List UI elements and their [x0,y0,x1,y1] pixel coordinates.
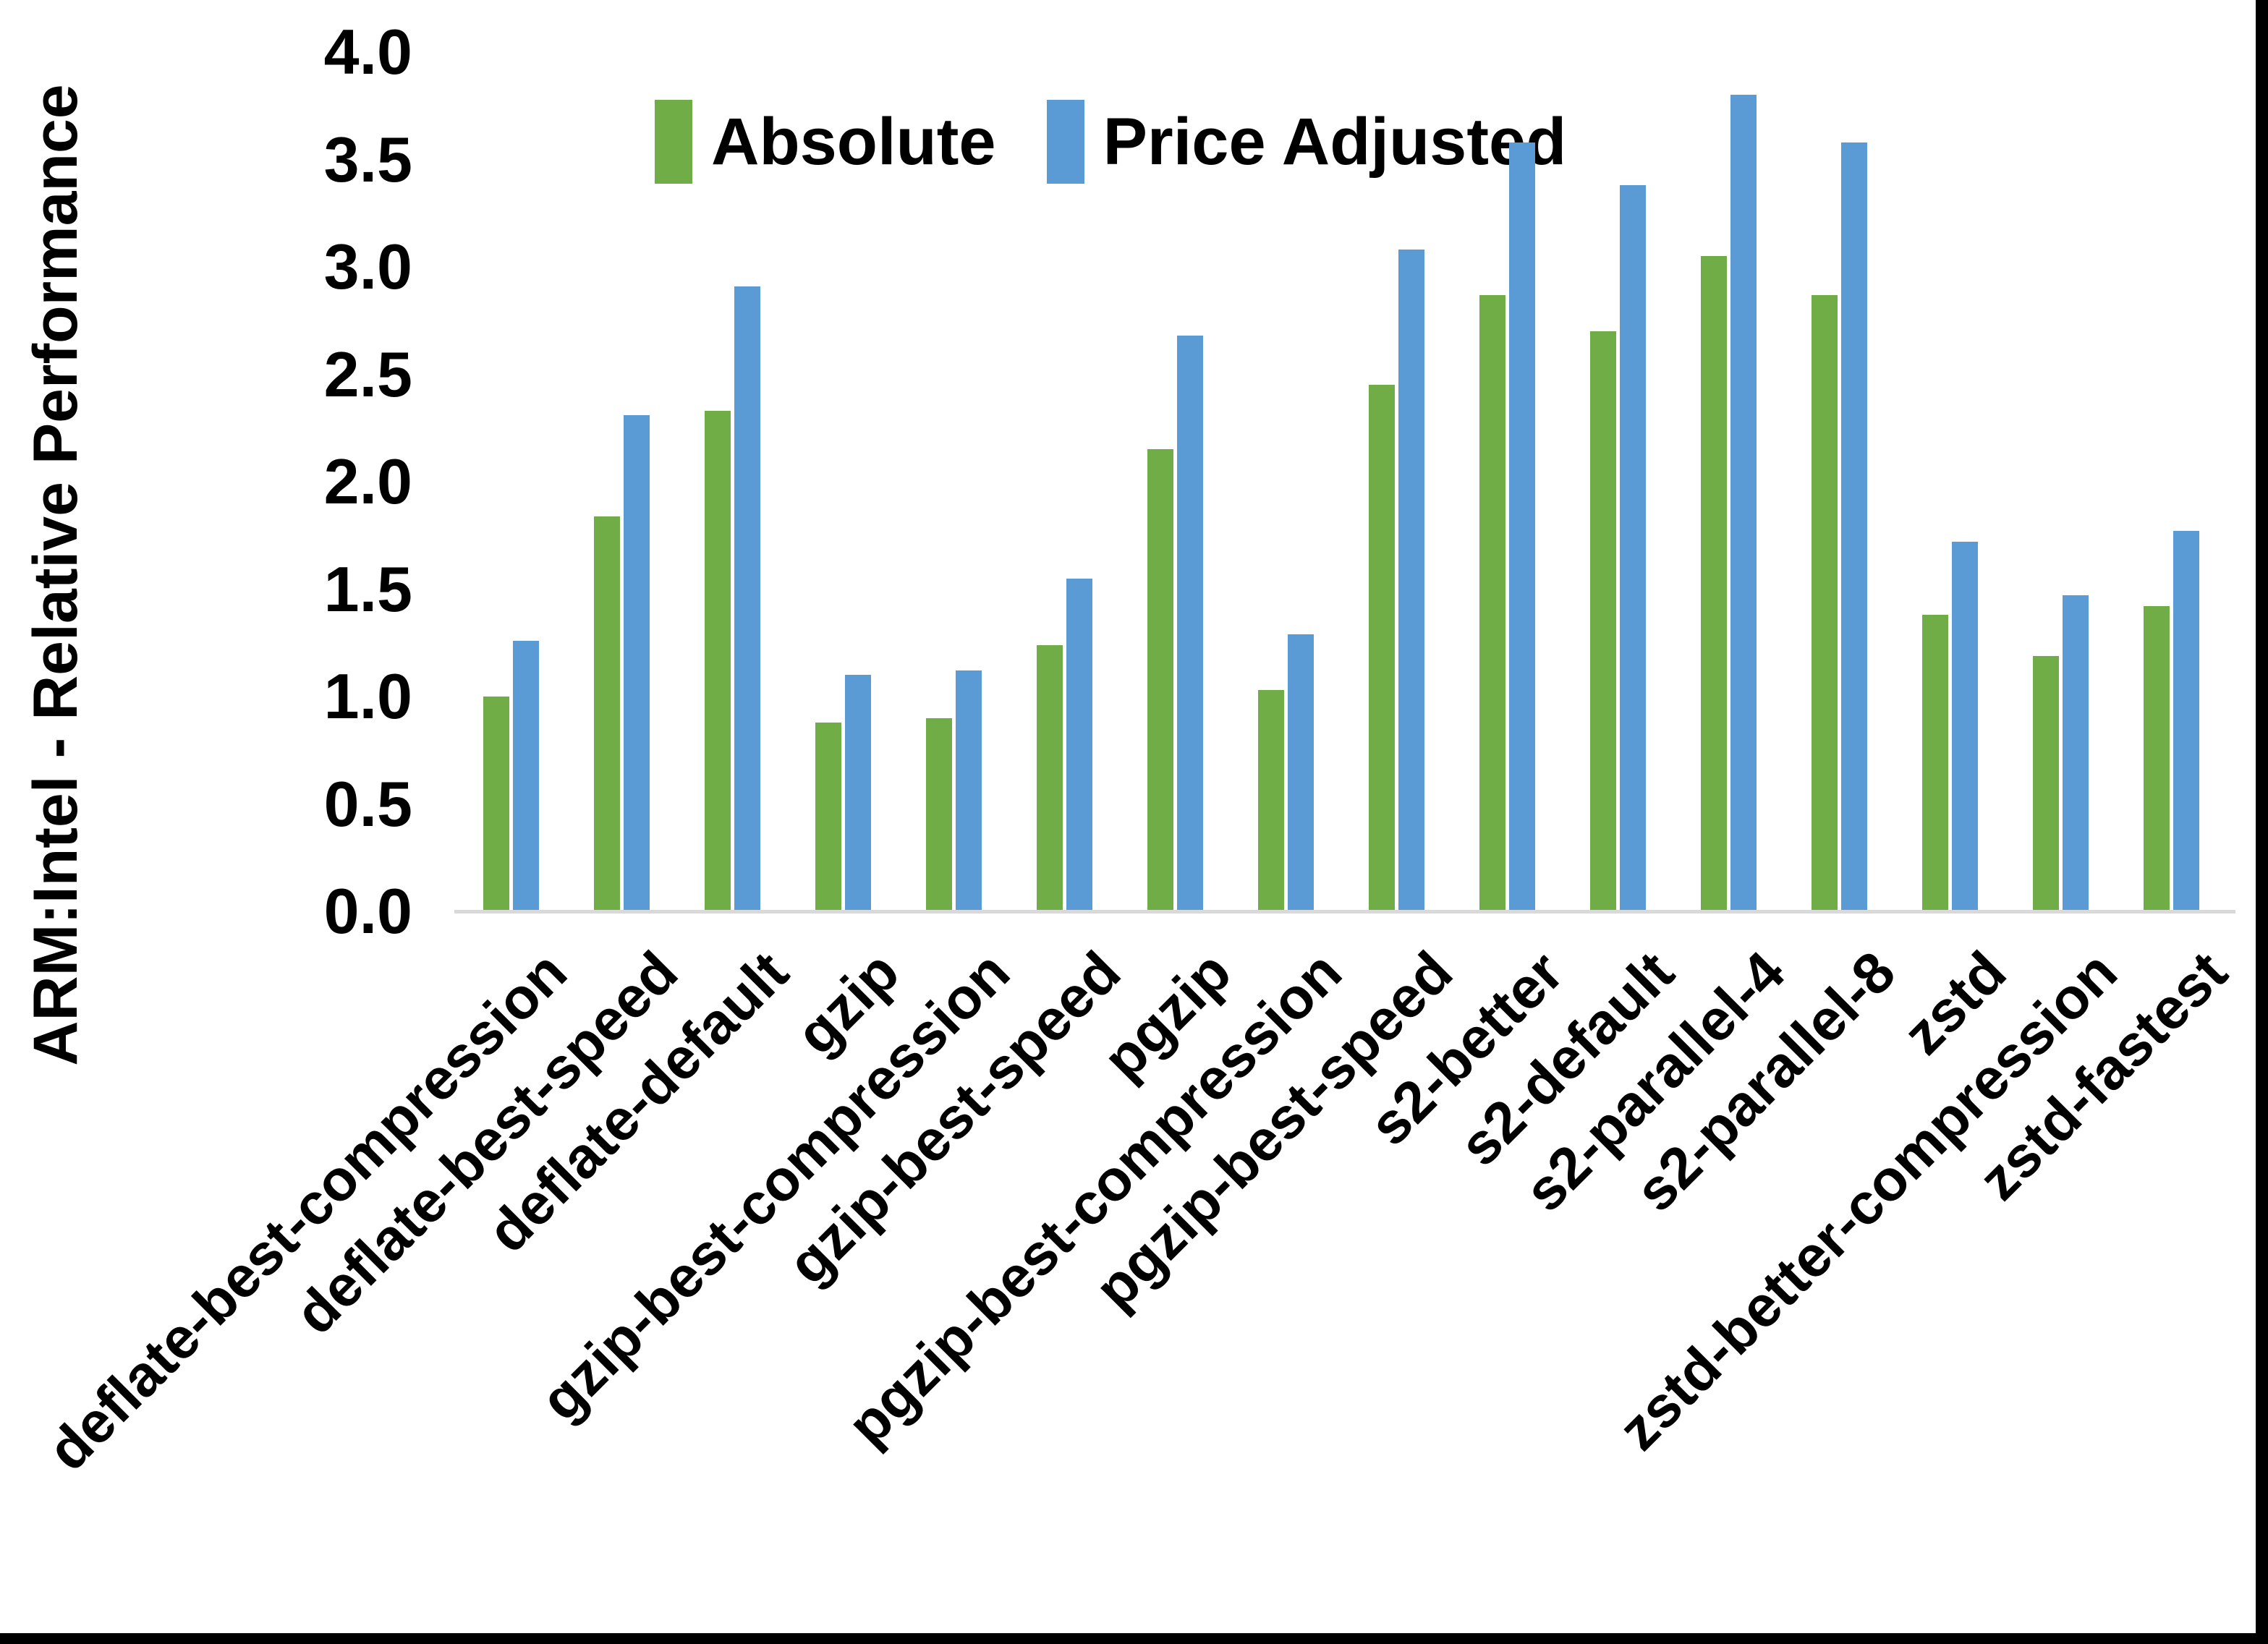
bar-price-adjusted-zstd-better-compression [2063,595,2089,911]
bar-price-adjusted-deflate-default [734,286,760,911]
bar-price-adjusted-gzip-best-compression [956,670,982,911]
bar-price-adjusted-zstd-fastest [2173,531,2199,911]
bar-absolute-pgzip-best-speed [1369,385,1395,911]
y-tick-label-2.5: 2.5 [323,338,412,410]
bar-price-adjusted-pgzip [1177,336,1203,911]
bar-absolute-deflate-best-speed [594,516,620,911]
bar-absolute-deflate-default [705,411,731,911]
bar-absolute-pgzip [1147,449,1173,911]
bar-absolute-s2-better [1479,295,1505,911]
y-tick-label-4.0: 4.0 [323,16,412,88]
legend-item-price-adjusted: Price Adjusted [1046,100,1567,184]
bar-price-adjusted-gzip-best-speed [1066,579,1092,911]
y-tick-label-0.0: 0.0 [323,875,412,947]
bar-absolute-pgzip-best-compression [1258,690,1284,911]
bar-absolute-gzip-best-speed [1037,645,1063,911]
legend-item-absolute: Absolute [655,100,996,184]
x-axis-line [454,910,2235,913]
bar-price-adjusted-pgzip-best-speed [1398,250,1424,911]
legend-label-absolute: Absolute [711,105,996,179]
y-tick-label-0.5: 0.5 [323,767,412,840]
bar-absolute-deflate-best-compression [483,697,509,911]
legend-swatch-price-adjusted-icon [1046,100,1084,184]
bar-absolute-gzip-best-compression [926,718,952,911]
bar-absolute-s2-parallel-8 [1812,295,1838,911]
bar-absolute-s2-default [1590,331,1616,911]
y-tick-label-3.0: 3.0 [323,231,412,302]
legend: Absolute Price Adjusted [655,100,1566,184]
y-tick-label-1.5: 1.5 [323,553,412,625]
bar-price-adjusted-zstd [1952,542,1978,911]
y-tick-label-3.5: 3.5 [323,123,412,195]
bar-absolute-s2-parallel-4 [1701,256,1727,911]
bar-price-adjusted-deflate-best-speed [624,415,650,911]
bar-absolute-gzip [815,723,841,911]
bar-absolute-zstd [1922,615,1948,911]
legend-swatch-absolute-icon [655,100,692,184]
page-right-border [2256,0,2268,1644]
bar-price-adjusted-s2-parallel-4 [1730,95,1757,911]
y-tick-label-2.0: 2.0 [323,446,412,517]
bar-price-adjusted-s2-parallel-8 [1841,142,1867,911]
bar-absolute-zstd-fastest [2144,606,2170,911]
bar-price-adjusted-deflate-best-compression [513,641,539,911]
y-axis-title: ARM:Intel - Relative Performance [21,84,90,1066]
bar-price-adjusted-s2-better [1509,142,1535,911]
y-tick-label-1.0: 1.0 [323,660,412,732]
bar-price-adjusted-gzip [845,675,871,911]
bar-price-adjusted-s2-default [1620,185,1646,911]
legend-label-price-adjusted: Price Adjusted [1103,105,1567,179]
bar-absolute-zstd-better-compression [2033,656,2059,911]
bar-price-adjusted-pgzip-best-compression [1288,634,1314,911]
page-bottom-border [0,1633,2268,1644]
